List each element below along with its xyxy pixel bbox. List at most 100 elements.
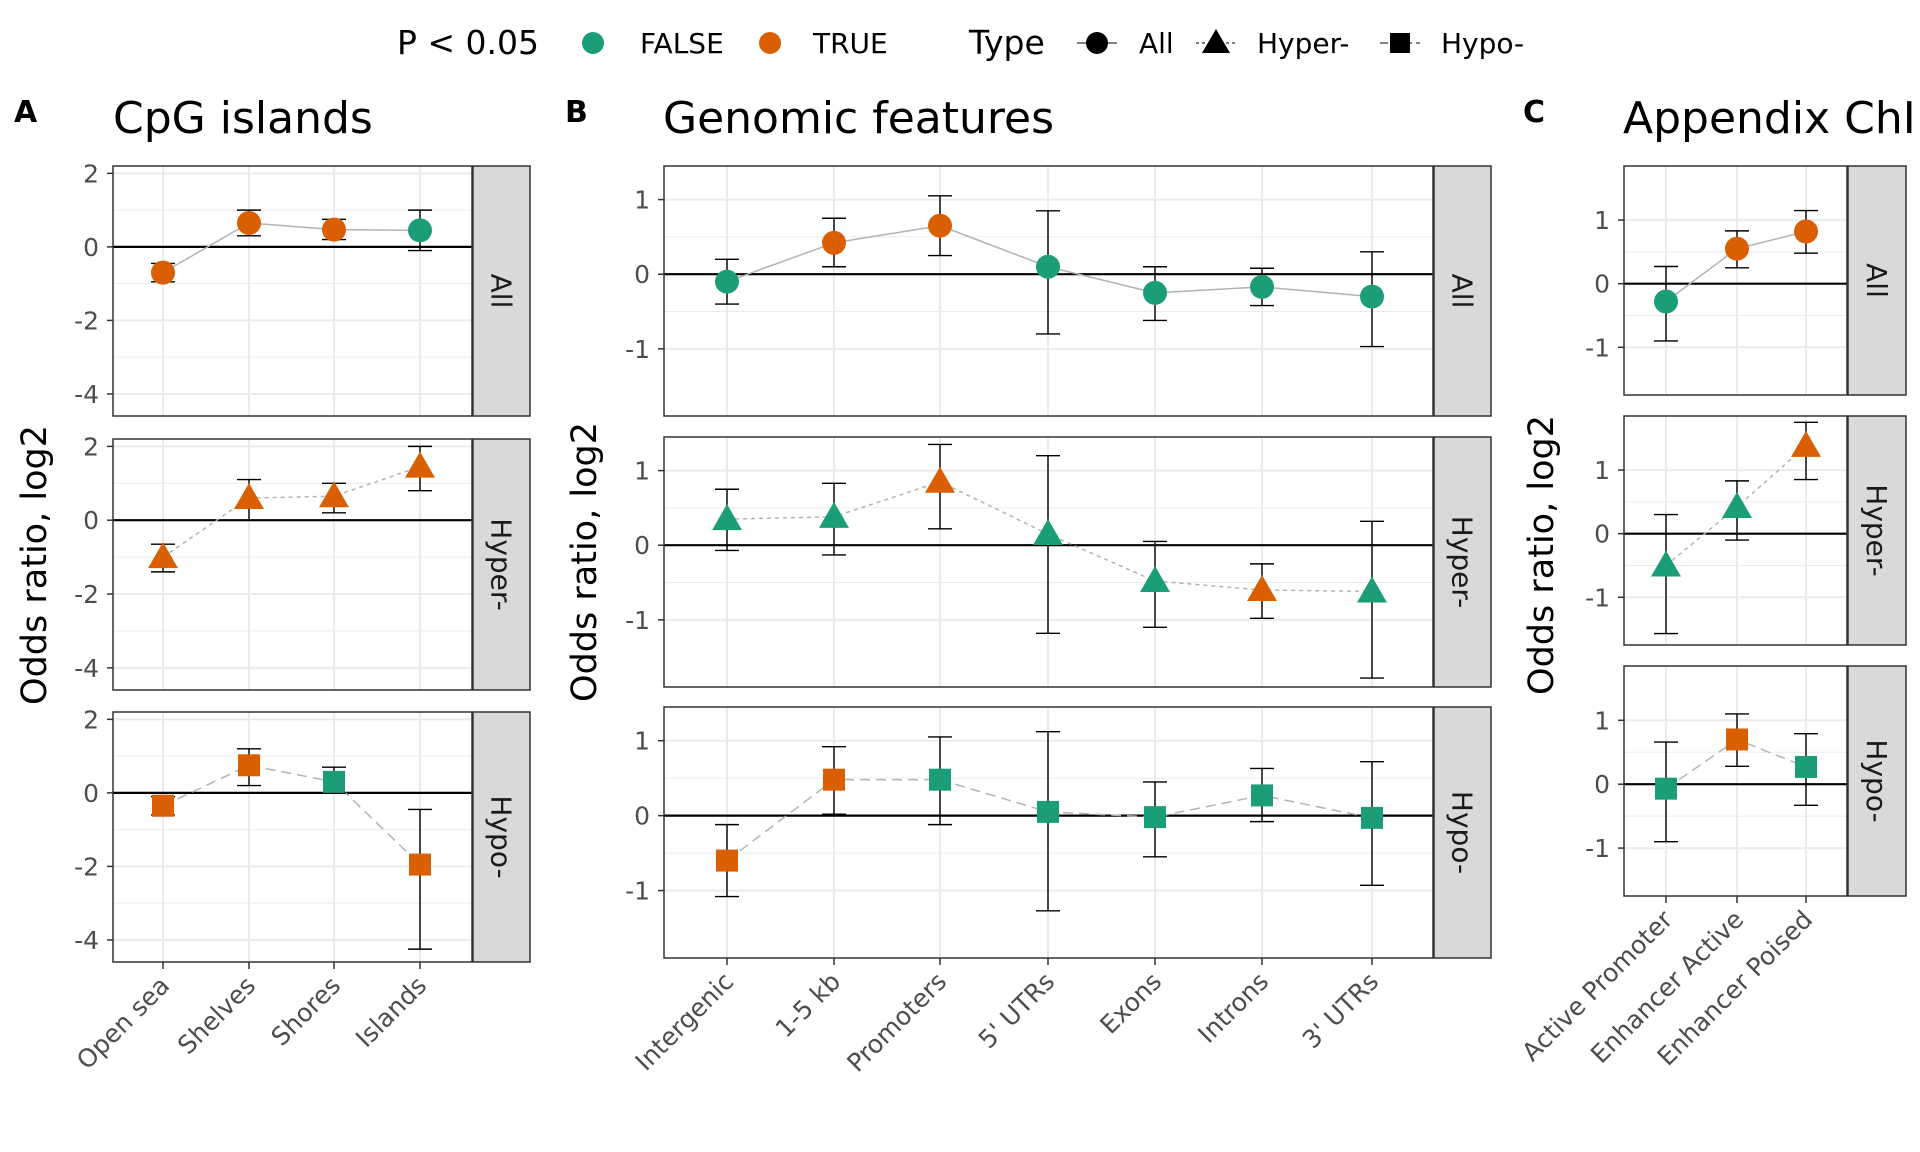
y-tick-label: -1 bbox=[1585, 834, 1610, 863]
facet-strip: Hyper- bbox=[1433, 436, 1492, 688]
data-point-triangle bbox=[712, 504, 742, 531]
facet-strip: Hypo- bbox=[1847, 665, 1907, 897]
facet-border bbox=[112, 165, 473, 417]
legend-type-hypo: Hypo- bbox=[1380, 27, 1524, 60]
facet-strip-label: Hyper- bbox=[1860, 484, 1893, 576]
y-tick-label: 0 bbox=[634, 802, 650, 831]
legend-hypo-square bbox=[1390, 33, 1410, 53]
facet-background bbox=[113, 166, 472, 416]
y-tick-label: 1 bbox=[634, 186, 650, 215]
data-point-circle bbox=[1036, 254, 1060, 279]
legend-type-all: All bbox=[1077, 27, 1174, 60]
legend-true-dot bbox=[759, 32, 781, 54]
data-point-square bbox=[1795, 755, 1817, 778]
facet-strip-label: All bbox=[1446, 274, 1479, 309]
facet-border bbox=[663, 165, 1434, 417]
y-tick-label: 0 bbox=[1594, 270, 1610, 299]
data-point-square bbox=[1144, 806, 1166, 829]
y-tick-label: 0 bbox=[1594, 520, 1610, 549]
y-tick-label: -1 bbox=[1585, 583, 1610, 612]
y-tick-label: -4 bbox=[74, 380, 99, 409]
facet-strip: All bbox=[472, 165, 531, 417]
facet-background bbox=[113, 712, 472, 962]
data-point-square bbox=[323, 770, 345, 793]
facet-background bbox=[1624, 166, 1847, 395]
y-tick-label: 2 bbox=[83, 705, 99, 734]
series-connector bbox=[162, 764, 421, 866]
y-tick-label: -1 bbox=[625, 335, 650, 364]
facet-border bbox=[1623, 165, 1848, 396]
panel-c-title: Appendix ChI bbox=[1623, 93, 1916, 144]
legend-false-dot bbox=[582, 32, 604, 54]
data-point-circle bbox=[237, 210, 261, 235]
data-point-circle bbox=[1654, 289, 1678, 314]
y-tick-label: -4 bbox=[74, 654, 99, 683]
facet-strip-label: Hyper- bbox=[1446, 516, 1479, 608]
legend-all-label: All bbox=[1139, 27, 1174, 60]
panel-b-tag: B bbox=[565, 95, 588, 130]
data-point-triangle bbox=[1722, 491, 1752, 518]
legend-type-hyper: Hyper- bbox=[1196, 27, 1349, 60]
error-bar bbox=[408, 808, 432, 950]
facet-hyper: -4 -2 0 2 Hyper- bbox=[74, 432, 531, 691]
data-point-circle bbox=[928, 213, 952, 238]
data-point-square bbox=[409, 853, 431, 876]
legend-p-true: TRUE bbox=[759, 27, 888, 60]
data-point-triangle bbox=[1791, 430, 1821, 457]
legend-all-circle bbox=[1086, 32, 1108, 54]
y-tick-label: 0 bbox=[83, 779, 99, 808]
data-point-circle bbox=[715, 269, 739, 294]
panel-a-ylabel: Odds ratio, log2 bbox=[15, 425, 55, 705]
series-connector bbox=[162, 222, 421, 274]
facet-strip-label: Hypo- bbox=[1446, 791, 1479, 874]
data-point-square bbox=[823, 768, 845, 791]
y-tick-label: 1 bbox=[1594, 706, 1610, 735]
data-point-square bbox=[1655, 777, 1677, 800]
panel-c-tag: C bbox=[1523, 95, 1545, 130]
data-point-triangle bbox=[234, 483, 264, 510]
data-point-triangle bbox=[1247, 574, 1277, 601]
data-point-triangle bbox=[148, 542, 178, 569]
facet-all: -1 0 1 All bbox=[1585, 165, 1907, 396]
facet-border bbox=[112, 711, 473, 963]
data-point-circle bbox=[1725, 236, 1749, 261]
facet-hyper: -1 0 1 Hyper- bbox=[1585, 415, 1907, 646]
data-point-circle bbox=[151, 260, 175, 285]
data-point-square bbox=[716, 849, 738, 872]
y-tick-label: 0 bbox=[1594, 770, 1610, 799]
data-point-square bbox=[238, 754, 260, 777]
data-point-triangle bbox=[819, 501, 849, 528]
legend: P < 0.05 FALSE TRUE Type All Hyper- Hypo… bbox=[397, 23, 1524, 62]
panel-b-ylabel: Odds ratio, log2 bbox=[565, 422, 605, 702]
panel-a-title: CpG islands bbox=[113, 93, 373, 144]
legend-title-type: Type bbox=[968, 23, 1045, 62]
panel-a-tag: A bbox=[14, 95, 38, 130]
data-point-circle bbox=[1250, 274, 1274, 299]
legend-p-false: FALSE bbox=[582, 27, 724, 60]
facet-strip-label: Hypo- bbox=[1860, 739, 1893, 822]
y-tick-label: 1 bbox=[1594, 206, 1610, 235]
data-point-triangle bbox=[1357, 576, 1387, 603]
y-tick-label: -1 bbox=[625, 606, 650, 635]
y-tick-label: -1 bbox=[1585, 333, 1610, 362]
y-tick-label: -2 bbox=[74, 306, 99, 335]
facet-border bbox=[1623, 665, 1848, 897]
y-tick-label: -4 bbox=[74, 926, 99, 955]
data-point-square bbox=[929, 768, 951, 791]
y-tick-label: -2 bbox=[74, 580, 99, 609]
legend-hyper-triangle bbox=[1202, 29, 1230, 53]
panel-c-ylabel: Odds ratio, log2 bbox=[1522, 415, 1562, 695]
facet-strip: Hyper- bbox=[472, 438, 531, 691]
legend-hyper-label: Hyper- bbox=[1257, 27, 1349, 60]
series-connector bbox=[162, 465, 421, 558]
facet-all: -1 0 1 All bbox=[625, 165, 1492, 417]
legend-false-label: FALSE bbox=[640, 27, 724, 60]
facet-all: -4 -2 0 2 All bbox=[74, 159, 531, 417]
data-point-triangle bbox=[1033, 519, 1063, 546]
y-tick-label: 1 bbox=[1594, 456, 1610, 485]
data-point-circle bbox=[822, 230, 846, 255]
facet-strip-label: All bbox=[1860, 263, 1893, 298]
facet-strip: All bbox=[1847, 165, 1907, 396]
